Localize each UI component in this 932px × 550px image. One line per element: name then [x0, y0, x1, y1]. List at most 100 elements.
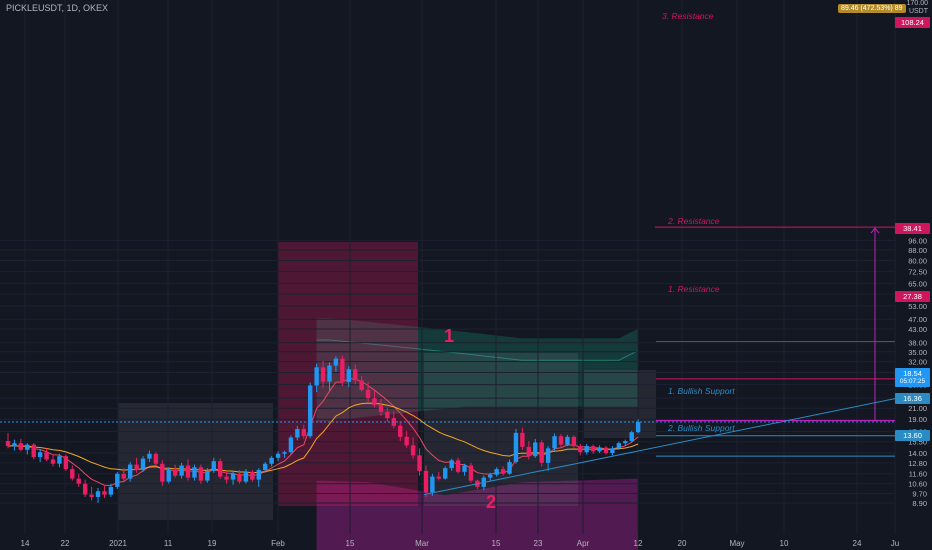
candle	[140, 456, 146, 472]
candle-body	[603, 447, 609, 453]
resistance-3-price-tag: 108.24	[895, 17, 930, 28]
time-axis-label: Feb	[271, 539, 285, 548]
candles[interactable]	[5, 355, 641, 504]
candle-body	[378, 405, 384, 412]
candle	[430, 473, 435, 496]
candle	[507, 459, 512, 475]
candle-body	[423, 470, 429, 493]
candle-body	[417, 455, 422, 471]
candle-body	[558, 436, 564, 445]
candle	[417, 448, 422, 476]
candle	[578, 443, 583, 456]
candle-body	[50, 459, 56, 464]
candle-body	[140, 458, 146, 471]
envelope-bands	[316, 318, 639, 550]
candle	[333, 356, 339, 372]
price-axis-label: 11.60	[909, 470, 927, 479]
candle-body	[82, 483, 88, 495]
price-axis-label: 19.00	[908, 415, 927, 424]
candle	[282, 450, 287, 458]
candle-body	[95, 491, 101, 497]
candle	[288, 435, 294, 454]
candle-body	[616, 443, 622, 449]
candle-body	[635, 422, 641, 433]
candle-body	[18, 443, 24, 450]
resistance-3-label: 3. Resistance	[662, 11, 714, 21]
candle-body	[404, 436, 409, 446]
price-axis-label: 72.50	[908, 267, 927, 276]
time-axis-label: 12	[634, 539, 643, 548]
time-axis-label: 24	[853, 539, 862, 548]
candle	[455, 457, 461, 474]
candle-body	[121, 473, 126, 479]
candle	[603, 446, 609, 455]
candle	[134, 457, 139, 473]
price-axis-label: 43.00	[908, 325, 927, 334]
price-axis-label: 53.00	[908, 302, 927, 311]
candle	[610, 446, 615, 456]
candle-body	[507, 462, 512, 474]
candle	[37, 449, 43, 463]
candle-body	[308, 385, 313, 437]
price-axis-label: 12.80	[908, 459, 927, 468]
candle	[166, 467, 171, 484]
candle	[616, 441, 622, 450]
candle	[423, 465, 429, 497]
price-axis-label: 8.90	[912, 499, 927, 508]
support-1-price-tag: 16.36	[895, 393, 930, 404]
candle	[18, 438, 24, 452]
candle-body	[44, 452, 49, 460]
candle-body	[545, 448, 551, 463]
candle-body	[70, 469, 75, 479]
time-axis-label: 10	[780, 539, 789, 548]
bullish-support-1-label: 1. Bullish Support	[668, 386, 735, 396]
candle	[520, 427, 525, 450]
candle	[340, 355, 345, 386]
candle	[584, 443, 589, 455]
time-axis-label: 19	[208, 539, 217, 548]
time-axis-label: 15	[492, 539, 501, 548]
candle	[198, 464, 204, 484]
candle	[404, 430, 409, 448]
candle	[205, 468, 210, 483]
candle	[275, 451, 281, 462]
candle-body	[63, 456, 69, 470]
price-axis-label: 47.00	[908, 315, 927, 324]
candle	[346, 366, 351, 388]
time-axis-label: 22	[61, 539, 70, 548]
candle-body	[237, 473, 242, 482]
drawn-levels[interactable]	[0, 226, 896, 496]
price-axis-label: 15.50	[908, 438, 927, 447]
candle-body	[89, 494, 94, 497]
candle-body	[275, 453, 281, 458]
candle-body	[455, 460, 461, 472]
upper-envelope-midline	[316, 339, 639, 361]
candle-body	[462, 465, 467, 472]
candle	[224, 471, 229, 484]
candle	[623, 439, 628, 447]
candle-body	[282, 452, 287, 454]
candle-body	[127, 464, 133, 479]
candle-body	[590, 446, 596, 452]
price-axis-label: 35.00	[908, 348, 927, 357]
candle-body	[192, 467, 197, 478]
candle-body	[256, 470, 261, 480]
candle	[25, 443, 30, 455]
candle	[172, 464, 178, 478]
candle	[108, 483, 114, 497]
candle	[436, 471, 442, 481]
candle	[565, 434, 570, 447]
candle-body	[160, 463, 165, 482]
candle	[590, 444, 596, 454]
candle-body	[327, 365, 332, 382]
candle	[230, 470, 236, 485]
candle-body	[217, 461, 223, 477]
candle-body	[488, 474, 493, 478]
candle-body	[301, 428, 306, 437]
time-axis-label: Mar	[415, 539, 429, 548]
time-axis-label: 2021	[109, 539, 127, 548]
candle	[398, 421, 403, 442]
candle-body	[449, 460, 454, 469]
candle-body	[147, 453, 152, 459]
